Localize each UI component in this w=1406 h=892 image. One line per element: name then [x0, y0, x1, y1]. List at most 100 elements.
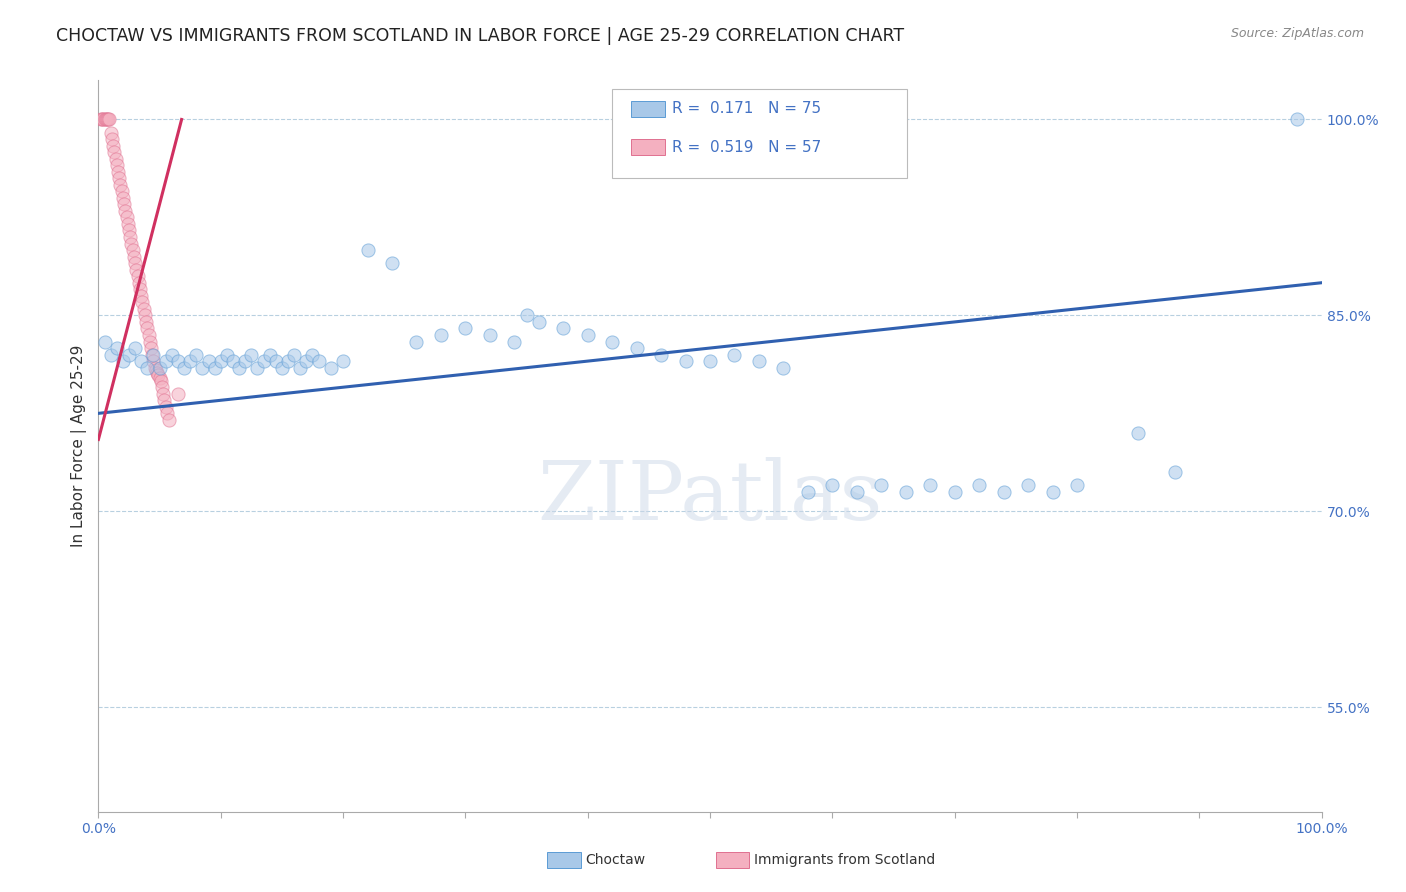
Point [112, 197, 135, 211]
Point [699, 354, 721, 368]
Point [100, 126, 122, 140]
Point [134, 309, 156, 323]
Point [129, 282, 152, 296]
Point [118, 223, 141, 237]
Point [197, 354, 219, 368]
Point [1017, 478, 1039, 492]
Point [204, 360, 226, 375]
Point [139, 341, 162, 355]
Point [943, 484, 966, 499]
Point [157, 413, 180, 427]
Point [142, 348, 165, 362]
Point [97, 112, 120, 127]
Point [503, 334, 526, 349]
Y-axis label: In Labor Force | Age 25-29: In Labor Force | Age 25-29 [72, 345, 87, 547]
Point [94, 112, 117, 127]
Text: ZIPatlas: ZIPatlas [537, 458, 883, 537]
Point [430, 328, 453, 343]
Point [356, 243, 378, 257]
Point [264, 354, 287, 368]
Point [93, 334, 115, 349]
Point [1066, 478, 1088, 492]
Point [149, 371, 172, 385]
Point [454, 321, 477, 335]
Point [748, 354, 770, 368]
Point [115, 211, 138, 225]
Point [553, 321, 575, 335]
Text: Choctaw: Choctaw [585, 853, 645, 867]
Point [131, 295, 153, 310]
Point [295, 354, 318, 368]
Point [96, 112, 118, 127]
Text: CHOCTAW VS IMMIGRANTS FROM SCOTLAND IN LABOR FORCE | AGE 25-29 CORRELATION CHART: CHOCTAW VS IMMIGRANTS FROM SCOTLAND IN L… [56, 27, 904, 45]
Point [135, 315, 157, 329]
Point [129, 354, 152, 368]
Point [120, 230, 142, 244]
Point [186, 348, 208, 362]
Point [148, 368, 170, 383]
Point [270, 360, 294, 375]
Point [1286, 112, 1309, 127]
Point [117, 217, 139, 231]
Point [125, 262, 148, 277]
Point [179, 354, 201, 368]
Point [93, 112, 115, 127]
Point [128, 276, 150, 290]
Point [105, 158, 128, 172]
Point [110, 178, 132, 192]
Text: Source: ZipAtlas.com: Source: ZipAtlas.com [1230, 27, 1364, 40]
Point [308, 354, 330, 368]
Point [191, 360, 214, 375]
Point [1042, 484, 1064, 499]
Point [233, 354, 256, 368]
Point [259, 348, 281, 362]
Point [920, 478, 942, 492]
Point [127, 269, 149, 284]
Point [675, 354, 697, 368]
Point [143, 360, 166, 375]
Point [160, 348, 183, 362]
Point [167, 354, 190, 368]
Point [101, 138, 124, 153]
Text: Immigrants from Scotland: Immigrants from Scotland [754, 853, 935, 867]
Point [515, 309, 537, 323]
Point [103, 145, 125, 160]
Point [626, 341, 648, 355]
Point [104, 152, 127, 166]
Point [121, 243, 143, 257]
Point [90, 112, 112, 127]
Point [149, 374, 172, 388]
Point [173, 360, 195, 375]
Point [332, 354, 354, 368]
Point [136, 321, 159, 335]
Point [228, 360, 250, 375]
Point [301, 348, 323, 362]
Point [821, 478, 844, 492]
Text: R =  0.171   N = 75: R = 0.171 N = 75 [672, 102, 821, 116]
Point [1164, 465, 1187, 479]
Point [405, 334, 427, 349]
Point [142, 354, 165, 368]
Point [146, 366, 169, 380]
Point [319, 360, 342, 375]
Point [149, 360, 172, 375]
Point [155, 400, 177, 414]
Point [222, 354, 245, 368]
Point [152, 386, 174, 401]
Point [124, 341, 146, 355]
Point [290, 360, 312, 375]
Point [797, 484, 820, 499]
Point [252, 354, 274, 368]
Point [993, 484, 1015, 499]
Point [277, 354, 299, 368]
Point [894, 484, 917, 499]
Point [150, 380, 173, 394]
Point [145, 363, 167, 377]
Point [209, 354, 232, 368]
Point [129, 289, 152, 303]
Point [105, 341, 128, 355]
Point [246, 360, 269, 375]
Point [138, 328, 160, 343]
Point [108, 171, 131, 186]
Point [122, 250, 145, 264]
